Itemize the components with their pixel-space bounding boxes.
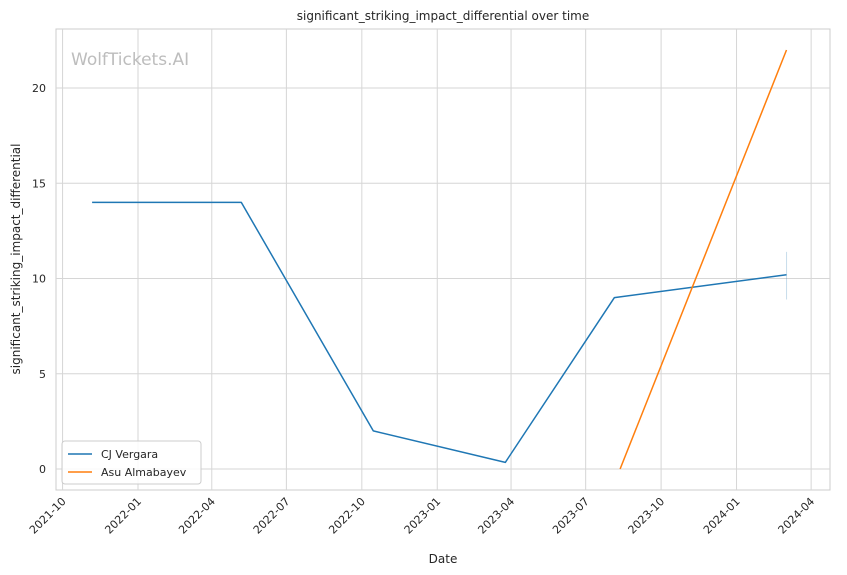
x-tick-labels: 2021-10 2022-01 2022-04 2022-07 2022-10 2023-…	[27, 495, 817, 537]
series-line-asu-almabayev	[619, 49, 788, 470]
x-tick-label: 2023-10	[626, 495, 668, 537]
x-tick-label: 2021-10	[27, 495, 69, 537]
x-tick-label: 2022-01	[102, 495, 144, 537]
plot-background	[55, 28, 831, 491]
x-grid	[62, 29, 812, 490]
x-tick-label: 2024-01	[701, 495, 743, 537]
legend-box	[61, 440, 202, 485]
legend-label-cj-vergara: CJ Vergara	[101, 448, 158, 461]
x-tick-label: 2023-01	[402, 495, 444, 537]
x-tick-label: 2022-10	[326, 495, 368, 537]
x-tick-label: 2022-07	[251, 495, 293, 537]
y-tick-label: 5	[39, 368, 46, 381]
y-tick-label: 0	[39, 463, 46, 476]
legend: CJ Vergara Asu Almabayev	[61, 440, 202, 485]
y-axis-label: significant_striking_impact_differential	[9, 144, 23, 375]
x-tick-label: 2022-04	[176, 495, 218, 537]
x-axis-label: Date	[429, 552, 458, 566]
x-tick-label: 2024-04	[776, 495, 818, 537]
y-tick-labels: 0 5 10 15 20	[32, 82, 46, 476]
x-tick-label: 2023-07	[550, 495, 592, 537]
y-tick-label: 15	[32, 177, 46, 190]
chart-title: significant_striking_impact_differential…	[297, 9, 589, 23]
y-tick-label: 20	[32, 82, 46, 95]
series-layer	[92, 49, 788, 470]
watermark: WolfTickets.AI	[71, 50, 189, 70]
legend-label-asu-almabayev: Asu Almabayev	[101, 466, 187, 479]
y-tick-label: 10	[32, 273, 46, 286]
x-tick-label: 2023-04	[475, 495, 517, 537]
series-line-cj-vergara	[92, 201, 787, 464]
